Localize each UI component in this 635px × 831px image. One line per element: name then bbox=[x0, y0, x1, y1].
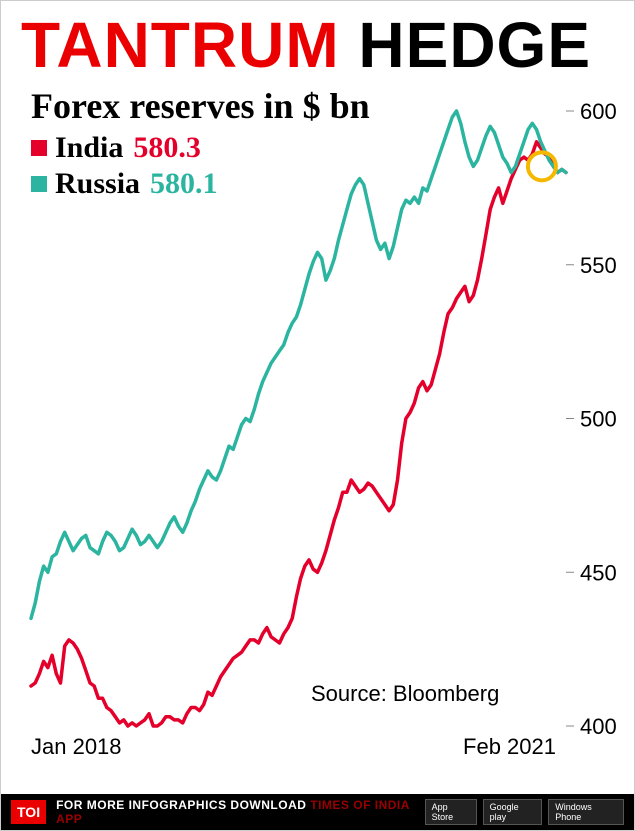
svg-text:500: 500 bbox=[580, 407, 617, 432]
y-tick: 400 bbox=[566, 714, 617, 739]
svg-text:600: 600 bbox=[580, 101, 617, 124]
infographic-container: TANTRUM HEDGE Forex reserves in $ bn Ind… bbox=[0, 0, 635, 831]
svg-text:550: 550 bbox=[580, 253, 617, 278]
series-line-russia bbox=[31, 111, 566, 618]
app-badge: Google play bbox=[483, 799, 543, 825]
footer-text: FOR MORE INFOGRAPHICS DOWNLOAD TIMES OF … bbox=[56, 798, 425, 826]
y-tick: 500 bbox=[566, 407, 617, 432]
x-label-start: Jan 2018 bbox=[31, 734, 122, 759]
app-badge: App Store bbox=[425, 799, 477, 825]
chart-area: 400 450 500 550 600 Jan 2018 Feb 2021 Source: B… bbox=[21, 101, 621, 761]
series-line-india bbox=[31, 142, 566, 726]
app-badge: Windows Phone bbox=[548, 799, 624, 825]
y-tick: 450 bbox=[566, 560, 617, 585]
title-word-1: TANTRUM bbox=[21, 9, 340, 81]
source-label: Source: Bloomberg bbox=[311, 681, 499, 706]
footer-app-badges: App StoreGoogle playWindows Phone bbox=[425, 799, 624, 825]
line-chart: 400 450 500 550 600 Jan 2018 Feb 2021 Source: B… bbox=[21, 101, 621, 761]
y-tick: 550 bbox=[566, 253, 617, 278]
svg-text:450: 450 bbox=[580, 560, 617, 585]
title-word-2: HEDGE bbox=[358, 9, 591, 81]
x-label-end: Feb 2021 bbox=[463, 734, 556, 759]
main-title: TANTRUM HEDGE bbox=[1, 1, 634, 77]
y-tick: 600 bbox=[566, 101, 617, 124]
svg-text:400: 400 bbox=[580, 714, 617, 739]
footer-logo: TOI bbox=[11, 800, 46, 824]
footer-bar: TOI FOR MORE INFOGRAPHICS DOWNLOAD TIMES… bbox=[1, 794, 634, 830]
